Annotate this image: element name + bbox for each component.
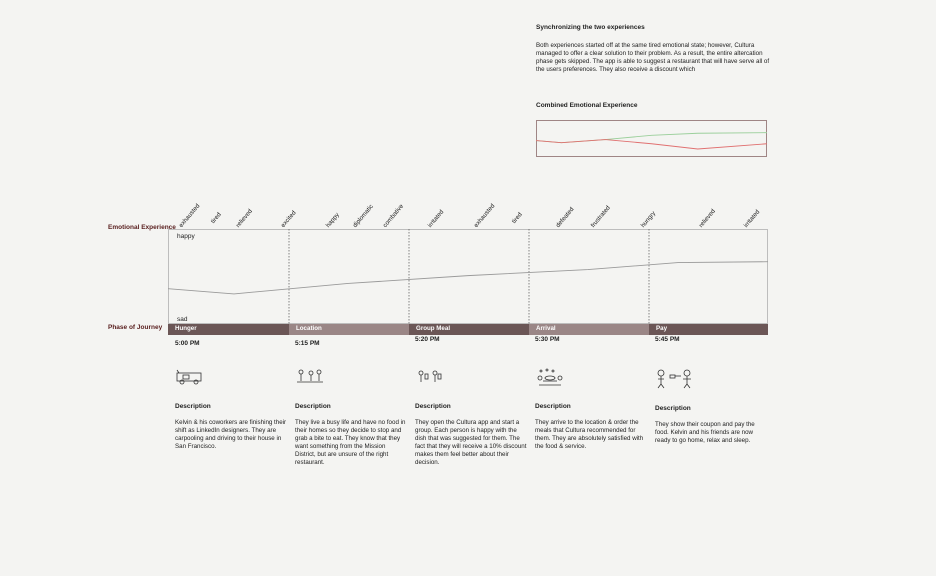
series-line (168, 261, 768, 295)
emotional-experience-chart: happy sad (168, 229, 768, 324)
sad-label: sad (177, 316, 188, 323)
combined-chart (536, 120, 767, 157)
emotion-word: relieved (234, 207, 254, 229)
payment-icon (655, 368, 695, 390)
emotion-word: tired (510, 211, 524, 225)
emotion-word: hungry (639, 210, 658, 229)
combined-chart-frame (536, 120, 767, 157)
emotion-word: tired (209, 211, 223, 225)
description-body: They arrive to the location & order the … (535, 419, 644, 450)
phase-time: 5:45 PM (655, 336, 680, 343)
description-body: They live a busy life and have no food i… (295, 419, 406, 466)
sync-body: Both experiences started off at the same… (536, 42, 770, 73)
group-phone-icon (415, 368, 455, 390)
emotion-word: happy (324, 211, 341, 229)
phase-time: 5:30 PM (535, 336, 560, 343)
emotion-word: relieved (697, 207, 717, 229)
emotion-word: exhausted (177, 202, 202, 229)
description-body: They show their coupon and pay the food.… (655, 421, 755, 444)
description-heading: Description (655, 405, 691, 412)
emotion-word: irritated (742, 208, 762, 229)
description-heading: Description (175, 403, 211, 410)
series-line (536, 139, 767, 150)
chart-frame (168, 229, 768, 324)
emotion-word: excited (279, 209, 298, 229)
combined-title: Combined Emotional Experience (536, 102, 638, 109)
phase-time: 5:00 PM (175, 340, 200, 347)
description-body: They open the Cultura app and start a gr… (415, 419, 527, 466)
emotion-word: exhausted (472, 202, 497, 229)
series-line (536, 132, 767, 144)
emotion-word: frustrated (589, 204, 612, 229)
phase-bar-arrival: Arrival (529, 324, 649, 335)
phase-time: 5:20 PM (415, 336, 440, 343)
phase-bar-hunger: Hunger (168, 324, 289, 335)
sync-title: Synchronizing the two experiences (536, 24, 645, 31)
description-body: Kelvin & his coworkers are finishing the… (175, 419, 287, 450)
emotional-experience-label: Emotional Experience (108, 224, 176, 231)
description-heading: Description (295, 403, 331, 410)
happy-label: happy (177, 233, 195, 240)
description-heading: Description (535, 403, 571, 410)
dining-table-icon (535, 368, 575, 390)
phase-bar-location: Location (289, 324, 409, 335)
emotion-word: defeated (554, 206, 576, 229)
description-heading: Description (415, 403, 451, 410)
phase-of-journey-label: Phase of Journey (108, 324, 163, 331)
phase-bar-group-meal: Group Meal (409, 324, 529, 335)
emotion-word: irritated (426, 208, 446, 229)
car-icon (175, 368, 215, 390)
people-icon (295, 368, 335, 390)
emotion-word: combative (381, 202, 406, 229)
emotion-word: diplomatic (351, 203, 375, 229)
phase-bar-pay: Pay (649, 324, 768, 335)
phase-time: 5:15 PM (295, 340, 320, 347)
